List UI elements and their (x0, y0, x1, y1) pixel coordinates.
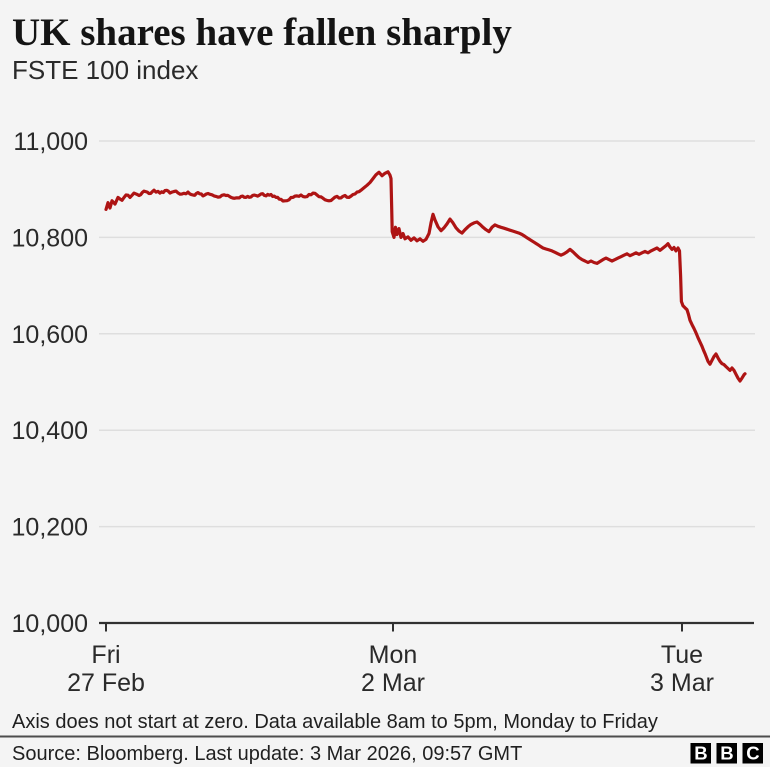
svg-text:B: B (694, 743, 707, 764)
svg-text:3 Mar: 3 Mar (650, 669, 714, 697)
svg-text:10,800: 10,800 (12, 224, 88, 252)
svg-text:UK shares have fallen sharply: UK shares have fallen sharply (12, 11, 512, 54)
svg-text:2 Mar: 2 Mar (361, 669, 425, 697)
svg-text:11,000: 11,000 (13, 128, 88, 156)
svg-text:Mon: Mon (369, 641, 418, 669)
svg-text:Tue: Tue (661, 641, 703, 669)
svg-text:FSTE 100 index: FSTE 100 index (12, 55, 198, 85)
svg-text:27 Feb: 27 Feb (67, 669, 145, 697)
svg-text:10,200: 10,200 (12, 514, 88, 542)
svg-text:Fri: Fri (91, 641, 120, 669)
svg-text:B: B (720, 743, 733, 764)
svg-text:Axis does not start at zero. D: Axis does not start at zero. Data availa… (12, 711, 658, 733)
svg-text:10,000: 10,000 (12, 610, 88, 638)
svg-text:Source: Bloomberg. Last update: Source: Bloomberg. Last update: 3 Mar 20… (12, 743, 522, 765)
svg-text:10,400: 10,400 (12, 417, 88, 445)
svg-text:C: C (746, 743, 759, 764)
svg-text:10,600: 10,600 (12, 321, 88, 349)
